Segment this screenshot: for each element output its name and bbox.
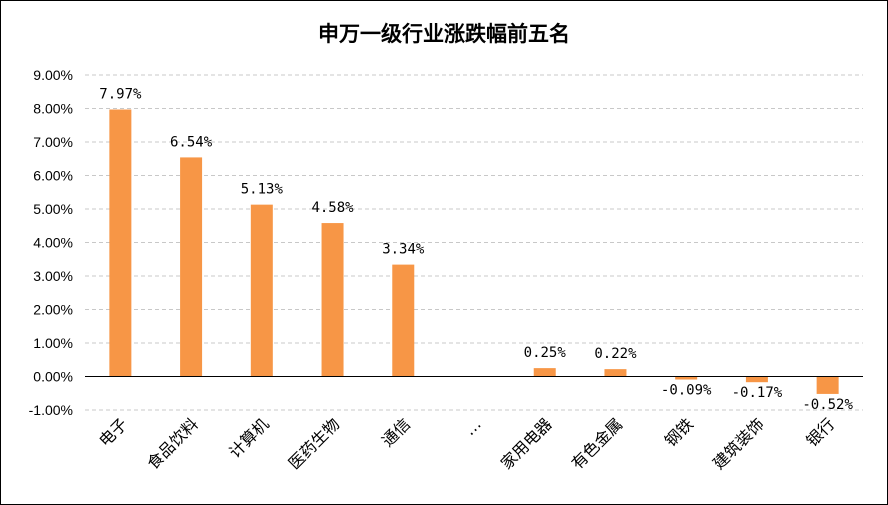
x-tick-label: 通信 xyxy=(378,414,414,450)
x-tick-label: 医药生物 xyxy=(285,414,344,473)
data-label: 7.97% xyxy=(99,87,142,103)
x-tick-label: 银行 xyxy=(802,414,838,450)
x-tick-label: 计算机 xyxy=(225,414,272,461)
x-tick-label: 电子 xyxy=(95,414,131,450)
x-tick-label: 钢铁 xyxy=(661,414,697,450)
y-tick-label: 9.00% xyxy=(33,67,73,83)
x-tick-label: 家用电器 xyxy=(497,414,556,473)
bar xyxy=(604,369,627,377)
y-tick-label: 4.00% xyxy=(33,235,73,251)
bar xyxy=(109,109,132,377)
data-label: -0.52% xyxy=(802,397,853,413)
bar xyxy=(250,204,273,377)
data-label: 4.58% xyxy=(311,200,354,216)
y-tick-label: 6.00% xyxy=(33,168,73,184)
y-tick-label: 7.00% xyxy=(33,134,73,150)
bars xyxy=(109,109,839,394)
data-label: 5.13% xyxy=(241,182,284,198)
y-tick-label: 3.00% xyxy=(33,268,73,284)
y-tick-label: 2.00% xyxy=(33,302,73,318)
bar xyxy=(816,376,839,394)
data-label: -0.17% xyxy=(732,385,783,401)
y-tick-label: 8.00% xyxy=(33,101,73,117)
bar xyxy=(180,157,203,377)
y-tick-label: 1.00% xyxy=(33,335,73,351)
data-label: 0.22% xyxy=(594,346,637,362)
data-label: 6.54% xyxy=(170,134,213,150)
x-axis-categories: 电子 食品饮料 计算机 医药生物 通信 … 家用电器 有色金属 钢铁 建筑装饰 银行 xyxy=(95,414,838,473)
chart-title: 申万一级行业涨跌幅前五名 xyxy=(318,22,570,46)
x-tick-label: … xyxy=(460,414,485,439)
y-axis-ticks: 9.00% 8.00% 7.00% 6.00% 5.00% 4.00% 3.00% 2.00%… xyxy=(29,67,73,418)
data-label: -0.09% xyxy=(661,383,712,399)
bar xyxy=(533,368,556,377)
y-tick-label: 5.00% xyxy=(33,201,73,217)
bar xyxy=(675,376,698,380)
data-label: 0.25% xyxy=(524,345,567,361)
gridlines xyxy=(85,74,863,411)
x-tick-label: 食品饮料 xyxy=(143,414,202,473)
y-tick-label: 0.00% xyxy=(33,369,73,385)
data-label: 3.34% xyxy=(382,242,425,258)
bar xyxy=(745,376,768,383)
bar xyxy=(392,264,415,377)
y-tick-label: -1.00% xyxy=(29,402,73,418)
x-tick-label: 建筑装饰 xyxy=(709,414,768,473)
x-tick-label: 有色金属 xyxy=(568,414,627,473)
data-labels: 7.97% 6.54% 5.13% 4.58% 3.34% 0.25% 0.22% -0.09… xyxy=(99,87,853,413)
bar xyxy=(321,223,344,377)
